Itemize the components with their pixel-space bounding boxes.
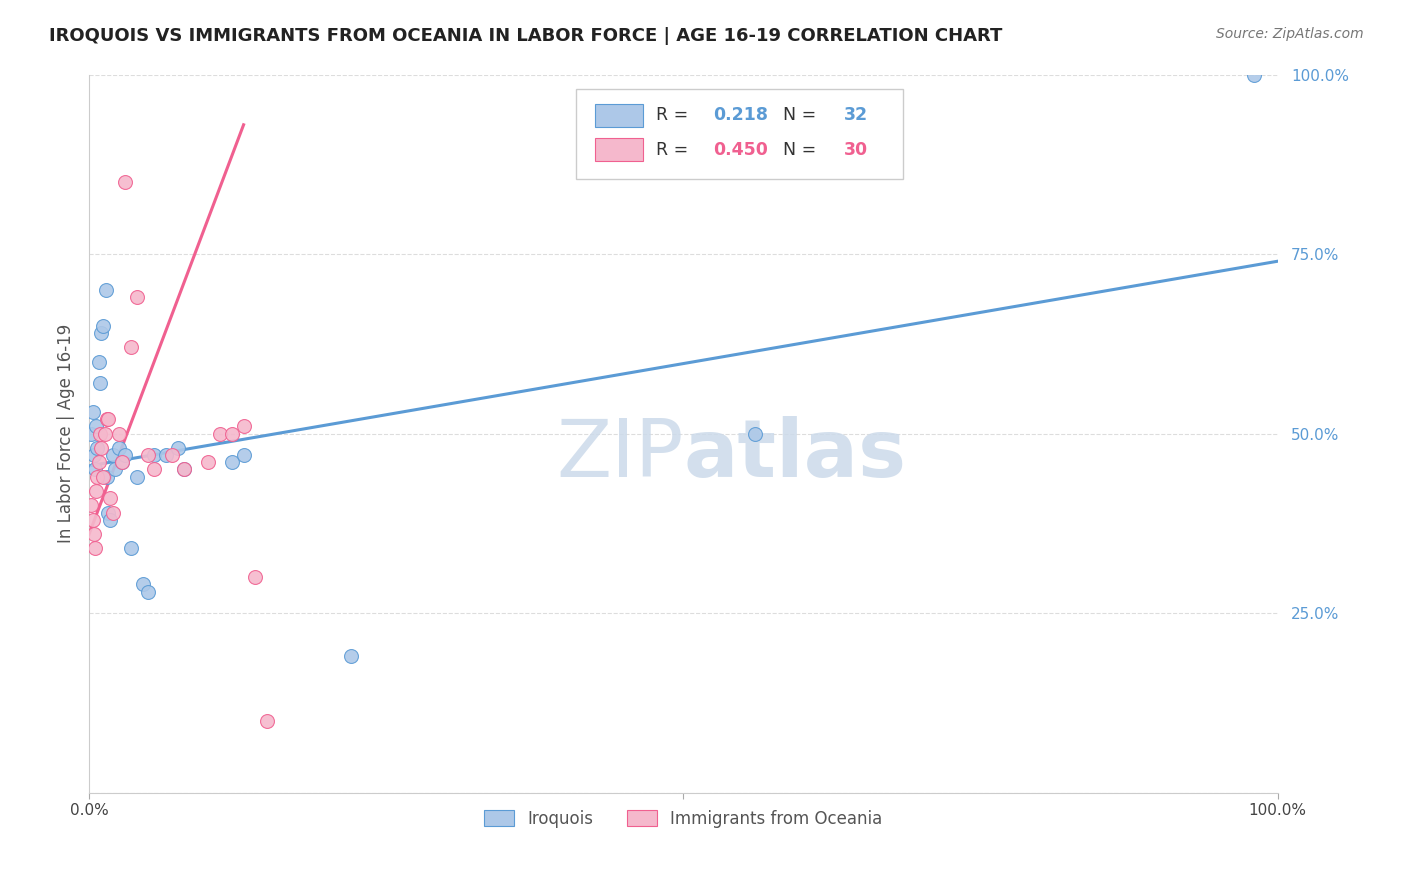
Point	[83, 448, 105, 462]
Point	[197, 455, 219, 469]
Text: atlas: atlas	[683, 417, 907, 494]
Point	[167, 441, 190, 455]
Point	[97, 412, 120, 426]
Point	[232, 419, 254, 434]
Point	[90, 326, 112, 340]
Point	[84, 483, 107, 498]
Point	[125, 469, 148, 483]
Point	[107, 441, 129, 455]
Point	[744, 426, 766, 441]
Point	[84, 541, 107, 556]
Text: 32: 32	[844, 106, 868, 125]
Point	[87, 355, 110, 369]
Point	[82, 405, 104, 419]
Point	[143, 448, 166, 462]
Point	[80, 426, 103, 441]
Point	[104, 462, 127, 476]
Point	[138, 448, 160, 462]
Point	[101, 448, 124, 462]
Point	[138, 584, 160, 599]
Point	[155, 448, 177, 462]
Text: R =: R =	[657, 106, 693, 125]
Legend: Iroquois, Immigrants from Oceania: Iroquois, Immigrants from Oceania	[478, 804, 889, 835]
Text: 30: 30	[844, 141, 868, 159]
Point	[221, 426, 243, 441]
Point	[120, 541, 142, 556]
Point	[173, 462, 195, 476]
Point	[114, 448, 136, 462]
Text: 0.450: 0.450	[713, 141, 768, 159]
Point	[245, 570, 267, 584]
Text: Source: ZipAtlas.com: Source: ZipAtlas.com	[1216, 27, 1364, 41]
Point	[143, 462, 166, 476]
Point	[1243, 68, 1265, 82]
Point	[86, 441, 108, 455]
Text: N =: N =	[772, 106, 823, 125]
Text: ZIP: ZIP	[555, 417, 683, 494]
Text: N =: N =	[772, 141, 823, 159]
Point	[96, 469, 118, 483]
Point	[131, 577, 153, 591]
Point	[111, 455, 134, 469]
Text: 0.218: 0.218	[713, 106, 768, 125]
Point	[221, 455, 243, 469]
Point	[80, 499, 103, 513]
Y-axis label: In Labor Force | Age 16-19: In Labor Force | Age 16-19	[58, 324, 75, 543]
Point	[120, 340, 142, 354]
Point	[91, 469, 114, 483]
Point	[339, 649, 361, 664]
Point	[256, 714, 278, 728]
FancyBboxPatch shape	[576, 89, 903, 178]
Text: IROQUOIS VS IMMIGRANTS FROM OCEANIA IN LABOR FORCE | AGE 16-19 CORRELATION CHART: IROQUOIS VS IMMIGRANTS FROM OCEANIA IN L…	[49, 27, 1002, 45]
Point	[97, 506, 120, 520]
FancyBboxPatch shape	[595, 138, 643, 161]
Point	[125, 290, 148, 304]
Point	[162, 448, 184, 462]
Point	[173, 462, 195, 476]
Point	[82, 513, 104, 527]
Point	[114, 175, 136, 189]
Point	[101, 506, 124, 520]
Point	[100, 491, 122, 506]
Point	[84, 419, 107, 434]
FancyBboxPatch shape	[595, 104, 643, 127]
Point	[93, 426, 115, 441]
Point	[84, 462, 107, 476]
Point	[83, 527, 105, 541]
Point	[87, 455, 110, 469]
Point	[208, 426, 231, 441]
Point	[232, 448, 254, 462]
Point	[107, 426, 129, 441]
Text: R =: R =	[657, 141, 693, 159]
Point	[90, 441, 112, 455]
Point	[89, 376, 111, 391]
Point	[89, 426, 111, 441]
Point	[100, 513, 122, 527]
Point	[91, 318, 114, 333]
Point	[111, 455, 134, 469]
Point	[94, 283, 117, 297]
Point	[86, 469, 108, 483]
Point	[96, 412, 118, 426]
